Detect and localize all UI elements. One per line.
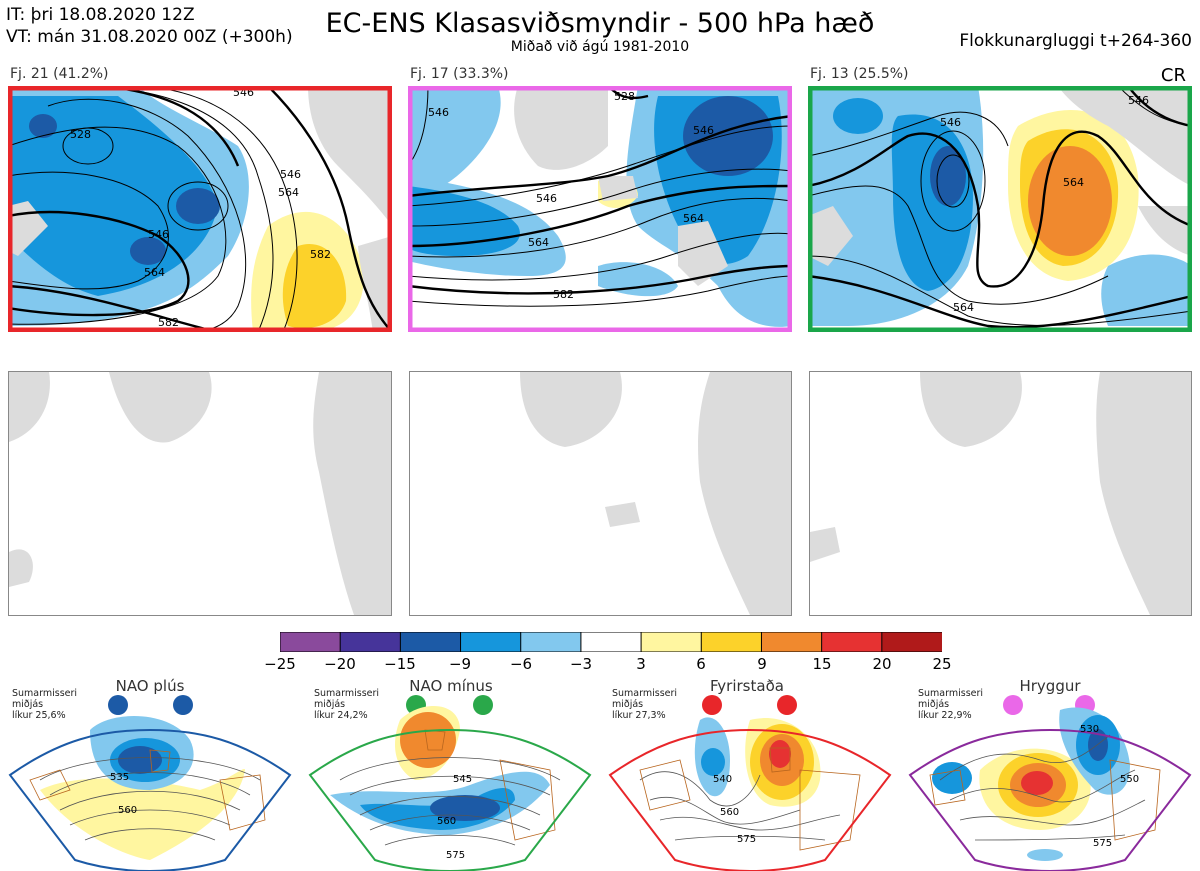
colorbar-segment [399, 631, 462, 653]
regime-dot [108, 695, 128, 715]
regime-4-info: Sumarmisseri miðjás líkur 22,9% [918, 688, 984, 721]
colorbar-segment [821, 631, 883, 653]
cluster-1-map: 528 546 564 582 546 564 582 546 [8, 86, 392, 332]
page-title: EC-ENS Klasasviðsmyndir - 500 hPa hæð [325, 8, 875, 39]
colorbar-tick: −15 [384, 655, 416, 673]
contour-label: 545 [453, 774, 472, 785]
contour-label: 560 [118, 805, 137, 816]
valid-time: VT: mán 31.08.2020 00Z (+300h) [6, 27, 293, 47]
regime-3-title: Fyrirstaða [710, 677, 784, 695]
window-info: Flokkunargluggi t+264-360 [959, 31, 1192, 51]
contour-label: 528 [70, 128, 91, 141]
colorbar-segment [640, 631, 703, 653]
contour-label: 575 [1093, 838, 1112, 849]
colorbar-segment [460, 631, 522, 653]
colorbar-segment [700, 631, 763, 653]
contour-label: 546 [536, 192, 557, 205]
colorbar-tick: 15 [812, 655, 832, 673]
contour-label: 530 [1080, 724, 1099, 735]
colorbar-ticks: −25 −20 −15 −9 −6 −3 3 6 9 15 20 25 [264, 655, 951, 675]
contour-label: 546 [940, 116, 961, 129]
contour-label: 582 [553, 288, 574, 301]
colorbar-tick: 6 [696, 655, 706, 673]
contour-label: 564 [683, 212, 704, 225]
contour-label: 564 [144, 266, 165, 279]
contour-label: 582 [310, 248, 331, 261]
regime-4-title: Hryggur [1019, 677, 1081, 695]
contour-label: 564 [528, 236, 549, 249]
colorbar-tick: 3 [636, 655, 646, 673]
run-info: IT: þri 18.08.2020 12Z VT: mán 31.08.202… [6, 4, 293, 48]
cluster-2-map: 546 528 546 564 546 564 582 [408, 86, 792, 332]
regime-dot [173, 695, 193, 715]
corner-code: CR [1160, 65, 1186, 86]
cluster-2-label: Fj. 17 (33.3%) [410, 66, 509, 82]
contour-label: 540 [713, 774, 732, 785]
colorbar-segment [339, 631, 402, 653]
regime-dot [702, 695, 722, 715]
regime-2-map: 545 560 575 [300, 690, 600, 871]
empty-map-3 [809, 371, 1192, 616]
regime-3-map: 540 560 575 [600, 690, 900, 871]
contour-label: 546 [693, 124, 714, 137]
contour-label: 546 [1128, 94, 1149, 107]
contour-label: 546 [148, 228, 169, 241]
empty-map-2 [409, 371, 792, 616]
colorbar-tick: −3 [569, 655, 593, 673]
regime-1-title: NAO plús [115, 677, 185, 695]
regime-dot [1003, 695, 1023, 715]
empty-map-1 [8, 371, 392, 616]
contour-label: 546 [428, 106, 449, 119]
contour-label: 560 [437, 816, 456, 827]
regime-dot [777, 695, 797, 715]
init-time: IT: þri 18.08.2020 12Z [6, 5, 195, 25]
regime-3-info: Sumarmisseri miðjás líkur 27,3% [612, 688, 678, 721]
cluster-1-label: Fj. 21 (41.2%) [10, 66, 109, 82]
colorbar-tick: 20 [872, 655, 892, 673]
colorbar-segment [760, 631, 823, 653]
cluster-3-map: 546 564 564 546 [808, 86, 1192, 332]
regime-dot [473, 695, 493, 715]
contour-label: 560 [720, 807, 739, 818]
colorbar-segment [580, 631, 643, 653]
contour-label: 582 [158, 316, 179, 329]
page-subtitle: Miðað við ágú 1981-2010 [510, 39, 690, 55]
cluster-3-label: Fj. 13 (25.5%) [810, 66, 909, 82]
contour-label: 575 [446, 850, 465, 861]
contour-label: 564 [953, 301, 974, 314]
cluster-1-frame [8, 86, 392, 332]
cluster-2-frame [408, 86, 792, 332]
regime-4-map: 530 550 575 [900, 690, 1200, 871]
regime-2-info: Sumarmisseri miðjás líkur 24,2% [314, 688, 380, 721]
contour-label: 528 [614, 90, 635, 103]
contour-label: 550 [1120, 774, 1139, 785]
colorbar [279, 631, 944, 653]
colorbar-segment [279, 631, 342, 653]
colorbar-tick: 9 [757, 655, 767, 673]
regime-1-info: Sumarmisseri miðjás líkur 25,6% [12, 688, 78, 721]
regime-1-map: 535 560 [0, 690, 300, 871]
colorbar-tick: 25 [932, 655, 952, 673]
contour-label: 535 [110, 772, 129, 783]
contour-label: 575 [737, 834, 756, 845]
contour-label: 564 [278, 186, 299, 199]
colorbar-segment [881, 631, 944, 653]
colorbar-tick: −6 [509, 655, 533, 673]
regime-2-title: NAO mínus [409, 677, 493, 695]
colorbar-tick: −25 [264, 655, 296, 673]
contour-label: 564 [1063, 176, 1084, 189]
colorbar-tick: −9 [448, 655, 472, 673]
cluster-3-frame [808, 86, 1192, 332]
colorbar-tick: −20 [324, 655, 356, 673]
colorbar-segment [520, 631, 582, 653]
contour-label: 546 [280, 168, 301, 181]
